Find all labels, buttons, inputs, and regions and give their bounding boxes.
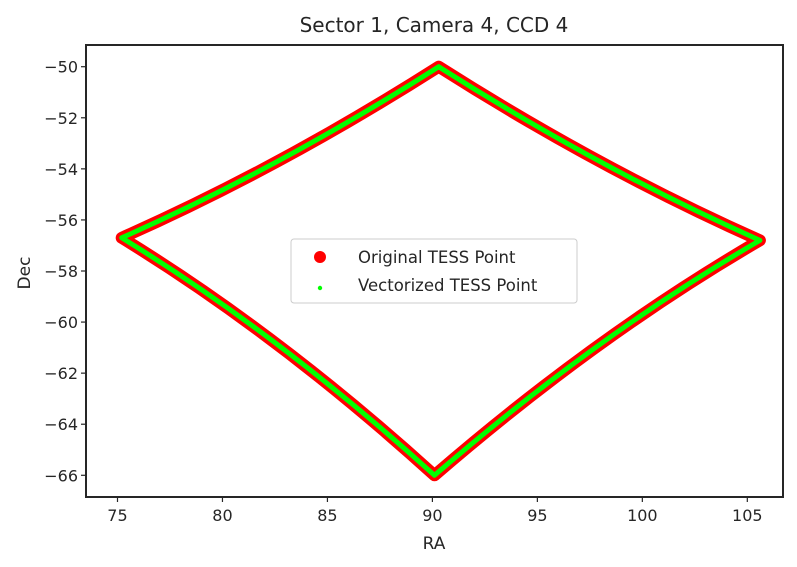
legend-label-original: Original TESS Point [358,248,516,267]
y-tick-label: −66 [44,466,78,485]
x-axis-ticks: 75 80 85 90 95 100 105 [107,497,763,525]
plot-area [115,60,766,482]
legend-marker-original [314,251,326,263]
legend-box [290,238,578,304]
y-tick-label: −56 [44,211,78,230]
y-axis-title: Dec [15,257,35,290]
x-tick-label: 90 [422,506,442,525]
y-tick-label: −64 [44,415,78,434]
x-tick-label: 105 [732,506,763,525]
x-tick-label: 85 [317,506,337,525]
chart-title: Sector 1, Camera 4, CCD 4 [300,13,569,37]
x-axis-title: RA [423,534,446,554]
y-tick-label: −58 [44,262,78,281]
x-tick-label: 80 [212,506,232,525]
legend-marker-vectorized [317,285,323,291]
y-tick-label: −60 [44,313,78,332]
y-tick-label: −54 [44,160,78,179]
y-tick-label: −50 [44,58,78,77]
series-vectorized-points [119,64,763,478]
legend-label-vectorized: Vectorized TESS Point [358,276,538,295]
y-axis-ticks: −50 −52 −54 −56 −58 −60 −62 −64 −66 [44,58,86,485]
x-tick-label: 100 [627,506,658,525]
legend: Original TESS Point Vectorized TESS Poin… [290,238,578,304]
x-tick-label: 95 [527,506,547,525]
y-tick-label: −62 [44,364,78,383]
x-tick-label: 75 [107,506,127,525]
y-tick-label: −52 [44,109,78,128]
